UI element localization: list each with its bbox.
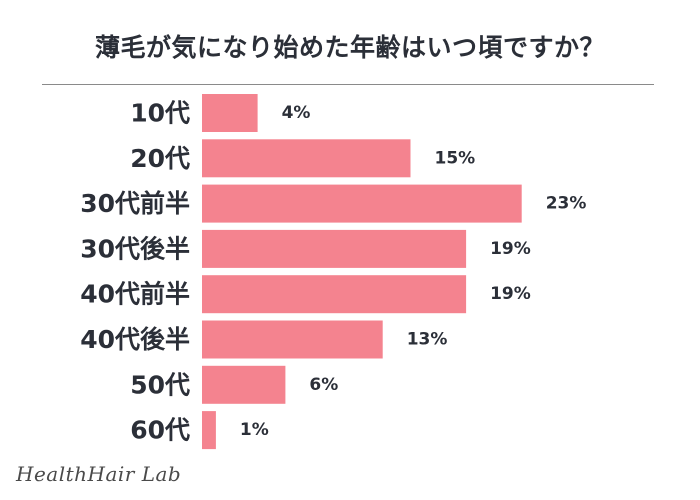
category-label: 40代後半	[80, 325, 190, 354]
value-label: 13%	[407, 330, 448, 350]
bar	[202, 184, 522, 223]
chart-title: 薄毛が気になり始めた年齢はいつ頃ですか？	[94, 33, 605, 62]
bar	[202, 411, 216, 450]
bar	[202, 320, 383, 359]
value-label: 1%	[240, 420, 269, 440]
bar	[202, 139, 411, 178]
value-label: 23%	[546, 194, 587, 214]
value-label: 19%	[490, 284, 531, 304]
bar	[202, 229, 467, 268]
value-label: 4%	[282, 103, 311, 123]
bar	[202, 94, 258, 132]
bar	[202, 365, 286, 404]
category-label: 20代	[130, 144, 190, 173]
category-label: 10代	[130, 99, 190, 128]
brand-logo: HealthHair Lab	[16, 462, 182, 486]
bar	[202, 275, 467, 314]
category-label: 30代後半	[80, 234, 190, 263]
value-label: 15%	[435, 148, 476, 168]
category-label: 50代	[130, 370, 190, 399]
value-label: 19%	[490, 239, 531, 259]
value-label: 6%	[309, 375, 338, 395]
category-label: 40代前半	[80, 280, 190, 309]
category-label: 30代前半	[80, 189, 190, 218]
title-divider	[42, 84, 654, 85]
category-label: 60代	[130, 416, 190, 445]
